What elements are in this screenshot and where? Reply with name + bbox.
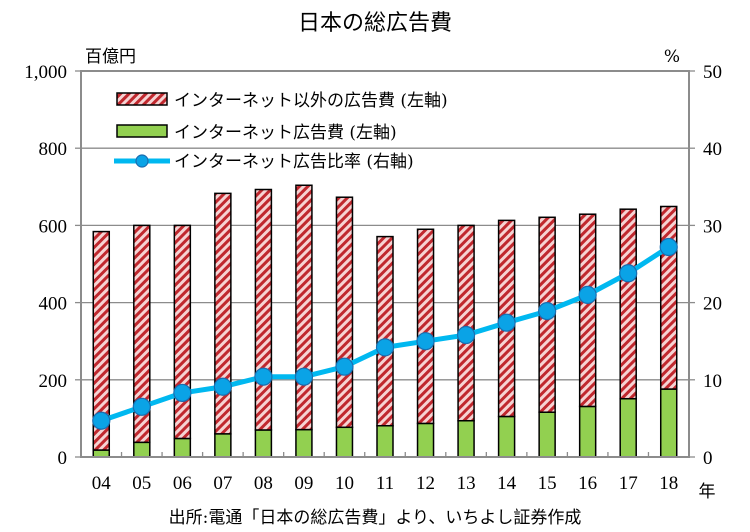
bar-internet xyxy=(335,426,354,458)
x-axis-unit: 年 xyxy=(699,482,716,502)
right-tick-label: 10 xyxy=(703,371,722,392)
right-tick-label: 30 xyxy=(703,216,722,237)
ratio-marker xyxy=(375,338,395,357)
bar-non-internet xyxy=(376,235,394,427)
ratio-marker xyxy=(213,377,232,396)
x-tick-label: 04 xyxy=(92,473,112,494)
ratio-marker xyxy=(497,313,516,332)
bar-internet xyxy=(376,424,394,458)
x-tick-label: 09 xyxy=(294,473,313,494)
ratio-marker xyxy=(538,301,557,321)
bar-internet xyxy=(133,441,151,458)
bar-internet xyxy=(295,428,313,458)
ratio-marker xyxy=(335,357,354,376)
plot-frame xyxy=(80,70,690,458)
bars xyxy=(92,184,678,458)
x-tick-label: 10 xyxy=(335,473,354,494)
x-tick-label: 08 xyxy=(254,473,273,494)
ratio-marker xyxy=(254,367,273,386)
left-tick-label: 0 xyxy=(58,448,68,469)
x-tick-label: 15 xyxy=(538,473,557,494)
ratio-marker xyxy=(456,325,476,345)
ratio-marker xyxy=(416,332,435,351)
bar-internet xyxy=(457,419,475,458)
legend-swatch-internet xyxy=(116,124,168,138)
bar-internet xyxy=(619,397,637,458)
bar-non-internet xyxy=(578,213,597,408)
legend: インターネット以外の広告費 (左軸) インターネット広告費 (左軸) インターネ… xyxy=(114,91,448,172)
bar-non-internet xyxy=(416,228,435,425)
bar-internet xyxy=(659,388,678,458)
x-tick-label: 16 xyxy=(578,473,597,494)
left-tick-label: 200 xyxy=(39,371,68,392)
left-axis-ticks: 0 200 400 600 800 1,000 xyxy=(24,62,67,469)
left-tick-label: 400 xyxy=(39,294,68,315)
ratio-marker xyxy=(92,411,111,430)
left-tick-label: 1,000 xyxy=(24,62,67,83)
right-tick-label: 20 xyxy=(703,294,722,315)
x-tick-label: 05 xyxy=(132,473,151,494)
bar-internet xyxy=(214,433,232,458)
x-tick-label: 18 xyxy=(659,473,678,494)
bar-internet xyxy=(497,415,516,458)
x-tick-label: 07 xyxy=(213,473,232,494)
x-tick-label: 14 xyxy=(497,473,517,494)
bar-internet xyxy=(538,411,556,458)
right-axis-ticks: 0 10 20 30 40 50 xyxy=(703,62,722,469)
right-tick-label: 50 xyxy=(703,62,722,83)
ratio-marker xyxy=(173,383,192,403)
bar-internet xyxy=(254,429,273,458)
bar-non-internet xyxy=(295,184,313,431)
legend-label-ratio: インターネット広告比率 (右軸) xyxy=(174,152,414,172)
source-note: 出所:電通「日本の総広告費」より、いちよし証券作成 xyxy=(169,508,582,528)
chart-title: 日本の総広告費 xyxy=(298,11,452,36)
bar-non-internet xyxy=(133,224,151,444)
bar-non-internet xyxy=(92,230,111,451)
bar-non-internet xyxy=(457,224,475,422)
x-tick-label: 12 xyxy=(416,473,435,494)
ratio-marker xyxy=(659,237,678,257)
legend-label-internet: インターネット広告費 (左軸) xyxy=(174,123,397,143)
left-tick-label: 800 xyxy=(39,139,68,160)
left-axis-unit: 百億円 xyxy=(85,47,136,67)
right-tick-label: 40 xyxy=(703,139,722,160)
bar-internet xyxy=(578,405,597,458)
legend-label-non-internet: インターネット以外の広告費 (左軸) xyxy=(174,91,448,111)
legend-swatch-ratio-marker xyxy=(135,154,149,168)
bar-non-internet xyxy=(214,192,232,435)
bar-internet xyxy=(416,422,435,458)
left-tick-label: 600 xyxy=(39,216,68,237)
x-tick-label: 06 xyxy=(173,473,192,494)
ratio-marker xyxy=(619,264,638,283)
x-tick-label: 17 xyxy=(619,473,638,494)
bar-internet xyxy=(173,437,192,458)
right-axis-unit: % xyxy=(664,47,680,67)
right-tick-label: 0 xyxy=(703,448,713,469)
bar-non-internet xyxy=(335,196,354,429)
bar-non-internet xyxy=(173,224,192,440)
legend-swatch-non-internet xyxy=(116,92,168,106)
x-tick-label: 11 xyxy=(376,473,394,494)
bar-non-internet xyxy=(619,208,637,400)
ratio-marker xyxy=(578,285,597,304)
x-tick-label: 13 xyxy=(457,473,476,494)
bar-non-internet xyxy=(254,188,273,431)
ratio-marker xyxy=(294,367,314,386)
x-axis-ticks: 04 05 06 07 08 09 10 11 12 13 14 15 16 17 18 xyxy=(80,452,690,494)
ratio-line-series xyxy=(92,237,678,430)
ratio-marker xyxy=(132,397,151,416)
plot-border xyxy=(80,70,690,458)
bar-non-internet xyxy=(659,205,678,390)
bar-internet xyxy=(92,449,111,458)
